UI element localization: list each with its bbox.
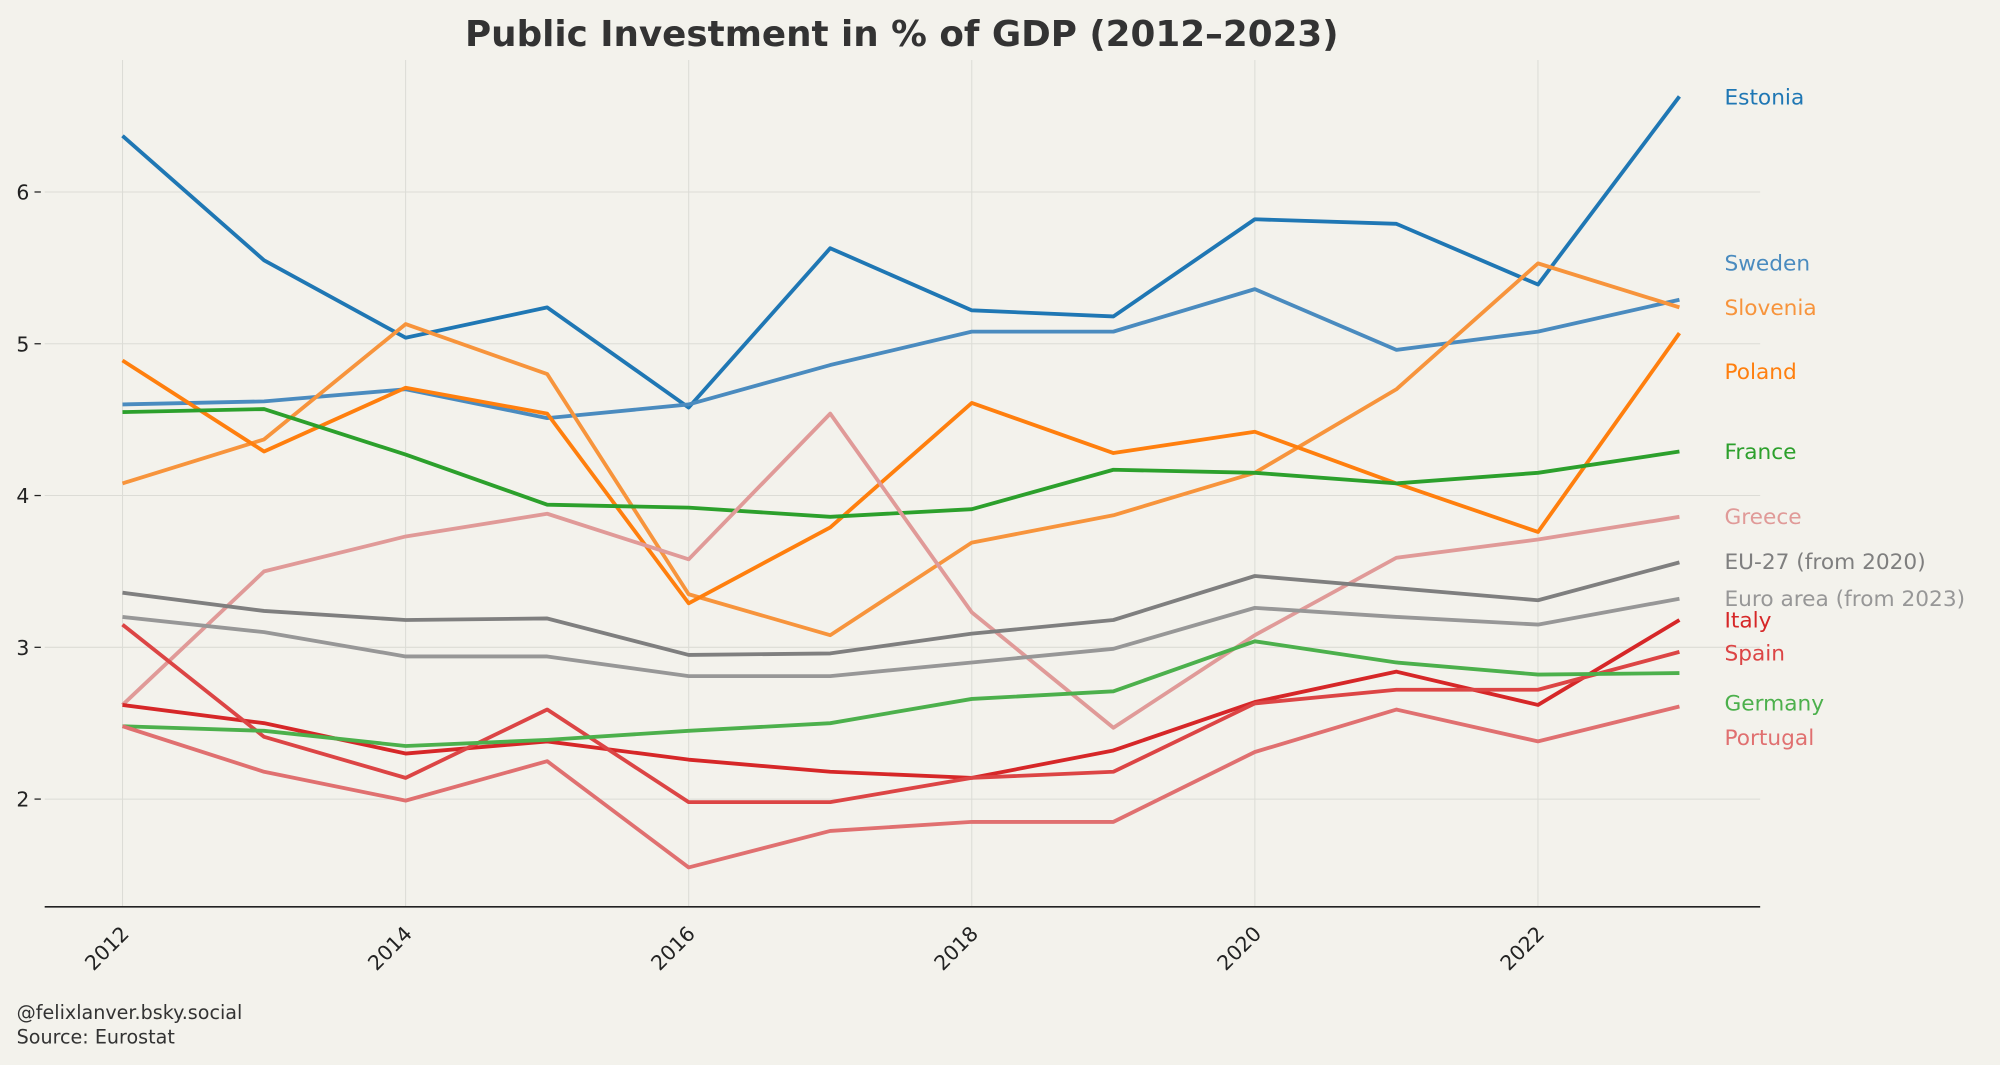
x-tick-label: 2018 xyxy=(929,921,983,975)
x-tick-label: 2022 xyxy=(1495,921,1549,975)
series-label: Poland xyxy=(1724,360,1796,385)
x-tick-label: 2016 xyxy=(646,921,700,975)
series-labels: Estonia Sweden Slovenia Poland France Greece E… xyxy=(1724,86,1965,751)
series-line-estonia xyxy=(121,95,1681,410)
series-line-sweden xyxy=(122,287,1680,421)
source-text: Source: Eurostat xyxy=(17,1025,176,1048)
series-lines xyxy=(121,95,1681,870)
series-label: Sweden xyxy=(1724,251,1810,276)
series-label: Slovenia xyxy=(1724,296,1816,321)
series-line-germany xyxy=(122,639,1680,748)
series-label: Germany xyxy=(1724,691,1824,716)
x-tick-label: 2012 xyxy=(80,921,134,975)
series-line-slovenia xyxy=(121,261,1680,638)
series-label: Italy xyxy=(1724,609,1771,634)
series-line-spain xyxy=(121,623,1680,805)
series-line-eu-27-from-2020- xyxy=(122,560,1680,657)
y-tick-label: 4 xyxy=(16,484,29,508)
series-line-euro-area-from-2023- xyxy=(122,596,1680,679)
series-line-italy xyxy=(122,618,1681,780)
series-label: EU-27 (from 2020) xyxy=(1724,550,1925,575)
x-tick-label: 2014 xyxy=(363,921,417,975)
series-label: Greece xyxy=(1724,505,1801,530)
x-tick-label: 2020 xyxy=(1212,921,1266,975)
y-tick-label: 3 xyxy=(16,636,29,660)
series-line-greece xyxy=(121,411,1680,730)
y-tick-label: 6 xyxy=(16,181,29,205)
series-line-portugal xyxy=(121,704,1680,870)
series-label: Spain xyxy=(1724,642,1785,667)
series-label: Portugal xyxy=(1724,726,1814,751)
credit-text: @felixlanver.bsky.social xyxy=(17,1001,243,1024)
series-line-poland xyxy=(121,332,1681,606)
y-tick-label: 5 xyxy=(16,332,29,356)
series-label: France xyxy=(1724,440,1796,465)
y-tick-label: 2 xyxy=(16,788,29,812)
series-label: Estonia xyxy=(1724,86,1804,111)
chart-title: Public Investment in % of GDP (2012–2023… xyxy=(465,14,1339,55)
series-label: Euro area (from 2023) xyxy=(1724,587,1965,612)
